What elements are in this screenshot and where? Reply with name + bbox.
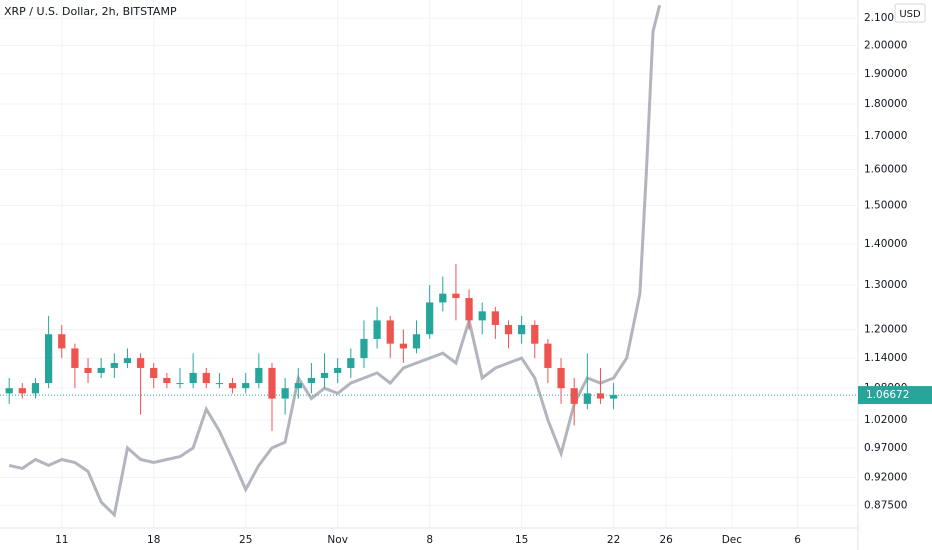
candle-body [189,372,197,384]
axes: 0.875000.920000.970001.020001.080001.140… [55,12,932,546]
candle-body [478,311,486,321]
candle-body [426,302,434,335]
x-tick-label: 26 [659,534,673,546]
candle-body [307,377,316,384]
x-tick-label: 11 [55,534,68,546]
candle-body [150,367,158,378]
candle-body [268,367,276,399]
y-tick-label: 0.97000 [864,442,907,454]
y-tick-label: 2.00000 [864,39,907,51]
x-tick-label: Nov [327,534,348,546]
plot-area [0,4,858,518]
y-tick-label: 0.92000 [864,471,907,483]
currency-label[interactable]: USD [899,9,921,20]
chart-title: XRP / U.S. Dollar, 2h, BITSTAMP [4,5,177,18]
y-tick-label: 1.20000 [864,324,907,336]
candle-body [557,367,565,389]
x-tick-label: Dec [722,534,743,546]
y-tick-label: 0.87500 [864,499,907,511]
currency-box[interactable] [894,3,926,23]
candle-body [347,358,355,368]
y-tick-label: 1.60000 [864,164,907,176]
candle-body [202,372,210,384]
x-tick-label: 15 [515,534,528,546]
candle-body [5,388,13,394]
candle-body [136,358,145,368]
candle-body [399,343,407,349]
candle-body [123,358,132,364]
candle-body [465,298,473,321]
candle-body [228,383,237,389]
candle-body [176,383,184,385]
candle-body [320,372,329,378]
x-tick-label: 18 [147,534,160,546]
candle-body [439,293,447,303]
candle-body [45,334,53,384]
candle-body [360,338,368,359]
candle-body [281,388,289,399]
candle-body [110,363,118,368]
candle-body [97,367,105,373]
last-price-label: 1.06672 [866,389,909,401]
candle-body [58,334,66,349]
candle-body [334,367,342,373]
candle-body [570,388,578,404]
x-tick-label: 8 [426,534,433,546]
y-tick-label: 1.40000 [864,238,907,250]
candle-body [609,395,618,399]
candle-body [255,367,263,384]
last-price-box [858,386,932,405]
y-tick-label: 1.02000 [864,414,907,426]
candle-body [386,320,394,344]
y-tick-label: 1.90000 [864,68,907,80]
candle-body [31,383,40,394]
candle-body [596,393,605,399]
y-tick-label: 1.70000 [864,130,907,142]
candle-body [491,311,499,325]
candle-body [583,393,591,404]
candle-body [163,377,171,384]
y-tick-label: 1.14000 [864,352,907,364]
candle-body [412,334,421,349]
compare-line [8,4,662,518]
x-tick-label: 6 [794,534,801,546]
x-tick-label: 25 [239,534,252,546]
candle-body [504,324,513,335]
candle-body [544,343,552,368]
candle-body [518,324,526,335]
candle-body [18,388,26,394]
candle-body [215,383,224,385]
candle-body [452,293,460,299]
y-tick-label: 1.80000 [864,98,907,110]
candle-body [71,348,79,368]
y-tick-label: 1.30000 [864,279,907,291]
candle-body [373,320,381,339]
candle-body [84,367,92,373]
x-tick-label: 22 [607,534,620,546]
candle-body [531,324,539,344]
candle-body [294,383,302,389]
candle-body [242,383,250,389]
y-tick-label: 1.50000 [864,199,907,211]
